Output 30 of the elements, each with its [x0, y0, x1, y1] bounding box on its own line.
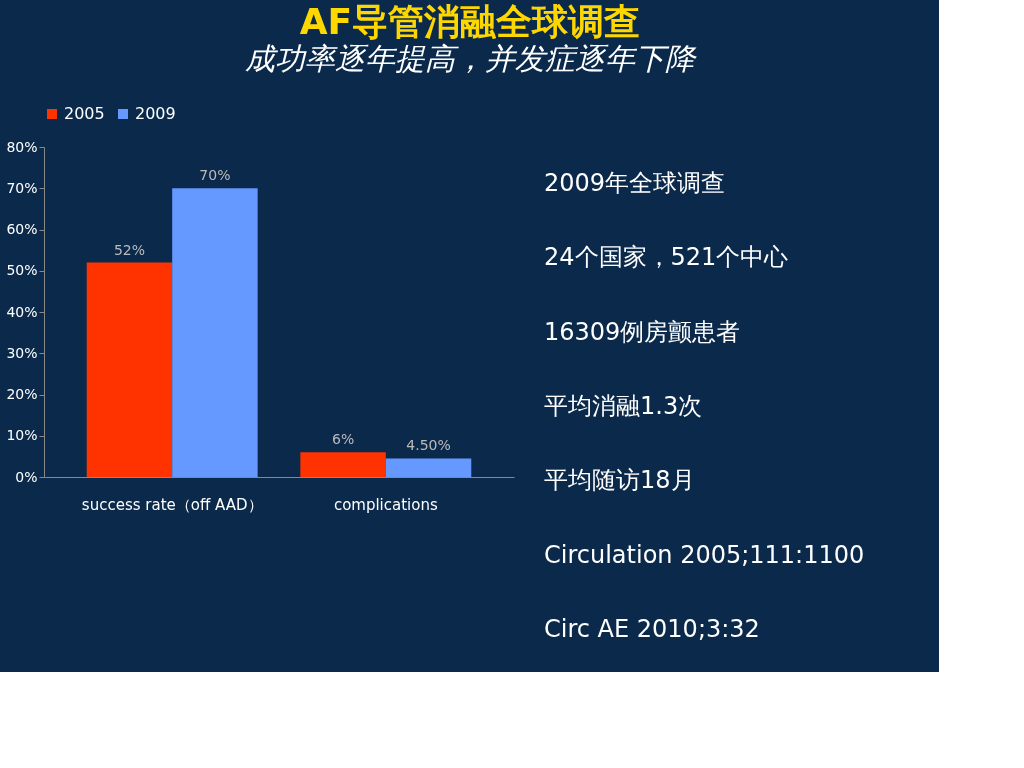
legend-label: 2009 [135, 104, 176, 123]
y-tick-label: 0% [15, 468, 38, 485]
bar [86, 262, 173, 477]
data-label: 4.50% [406, 437, 451, 454]
text: 2009年全球调查 [544, 169, 726, 198]
y-tick-label: 30% [6, 344, 38, 361]
y-tick-label: 80% [6, 138, 38, 155]
text: 24个国家，521个中心 [544, 243, 789, 272]
text: 平均随访18月 [544, 466, 695, 495]
x-tick-label: complications [333, 495, 438, 514]
bar [385, 458, 472, 477]
data-label: 70% [199, 167, 231, 184]
bar [172, 188, 258, 477]
chart-subtitle: 成功率逐年提高，并发症逐年下降 [244, 41, 697, 76]
y-tick-label: 50% [6, 262, 38, 279]
data-label: 52% [113, 241, 146, 258]
y-tick-label: 70% [6, 179, 38, 196]
y-tick-label: 20% [6, 386, 38, 402]
legend-label: 2005 [64, 104, 105, 123]
text: Circulation 2005;111:1100 [544, 540, 865, 569]
text: Circ AE 2010;3:32 [544, 614, 760, 643]
text: 平均消融1.3次 [544, 392, 703, 420]
x-tick-label: success rate（off AAD） [81, 495, 263, 514]
y-tick-label: 60% [6, 221, 38, 237]
data-label: 6% [331, 431, 355, 448]
text: 16309例房颤患者 [544, 317, 741, 346]
y-tick-label: 10% [6, 427, 38, 444]
chart-title: AF导管消融全球调查 [299, 1, 641, 42]
y-tick-label: 40% [6, 303, 38, 320]
bar [300, 452, 386, 477]
